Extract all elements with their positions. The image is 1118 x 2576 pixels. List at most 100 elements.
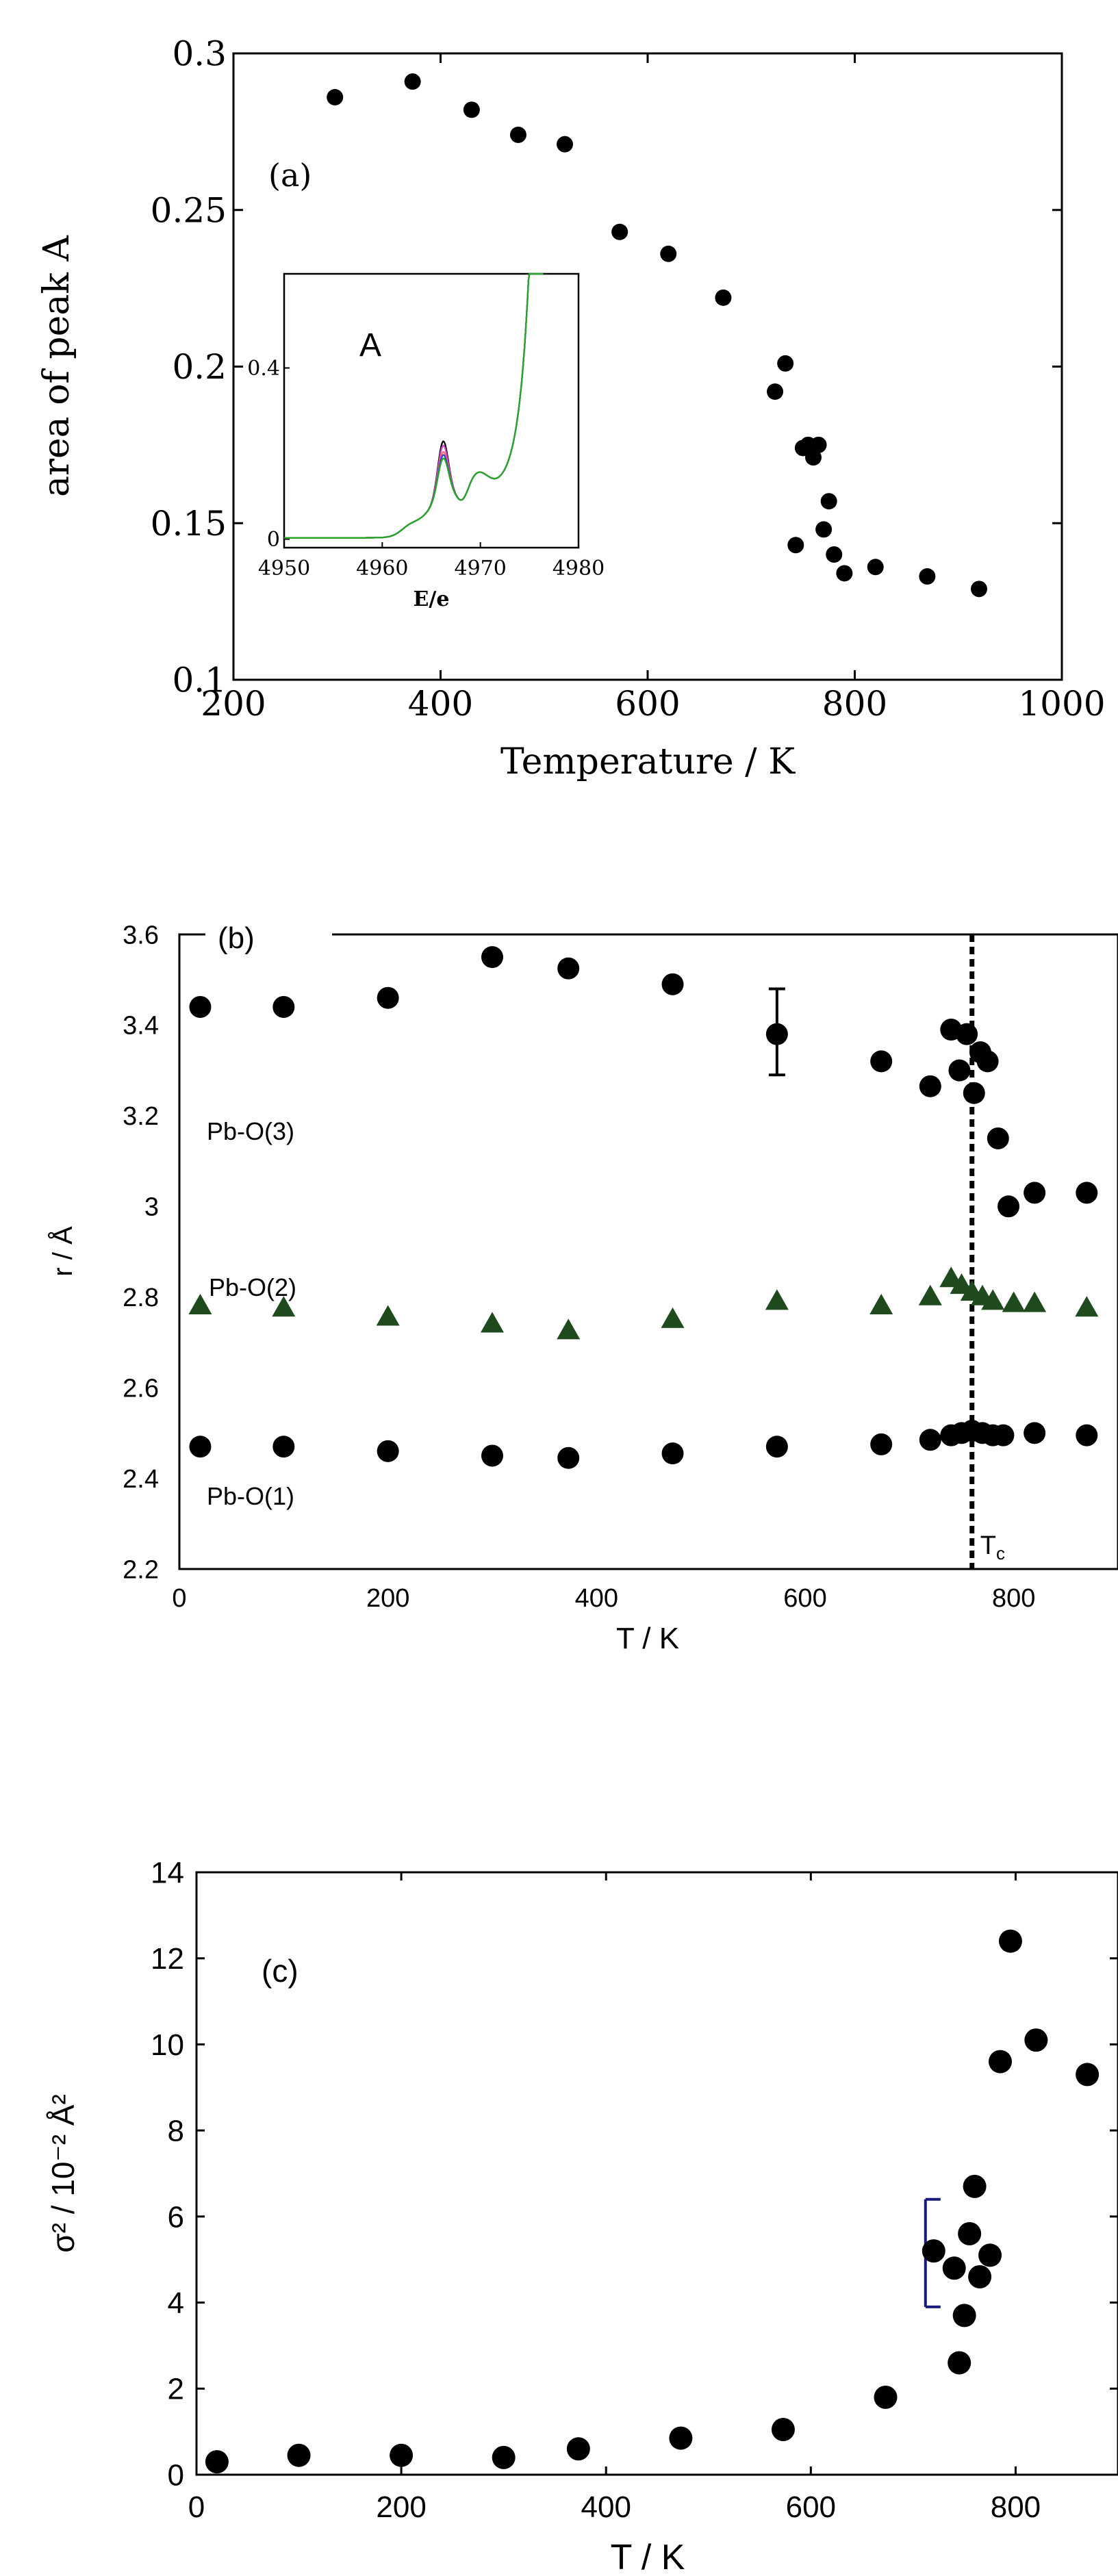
data-point [205, 2450, 229, 2474]
data-point [942, 2256, 966, 2280]
panel-a-label: (a) [268, 157, 312, 194]
data-point [287, 2443, 311, 2467]
y-tick-label: 6 [168, 2200, 184, 2234]
data-point [1076, 1182, 1098, 1204]
y-tick-label: 3.4 [123, 1012, 159, 1041]
x-tick-label: 4950 [258, 557, 310, 581]
x-tick-label: 1000 [1018, 684, 1105, 724]
panel-b: (b) r / Å T / K Pb-O(3) Pb-O(2) Pb-O(1) … [47, 921, 1118, 1655]
x-tick-label: 800 [991, 2490, 1041, 2524]
data-point [557, 1318, 581, 1340]
series-label-pb-o3: Pb-O(3) [207, 1117, 294, 1145]
y-tick-label: 3.6 [123, 921, 159, 949]
tc-label-main: T [980, 1531, 996, 1560]
data-point [715, 289, 732, 306]
data-point [981, 1289, 1005, 1310]
data-point [836, 565, 853, 582]
data-point [867, 559, 884, 576]
panel-c-frame [195, 1871, 1118, 2476]
data-point [377, 1440, 399, 1462]
y-tick-label: 12 [151, 1942, 184, 1976]
data-point [765, 1289, 789, 1310]
data-point [189, 995, 212, 1018]
data-point [377, 986, 399, 1009]
y-tick-label: 0.4 [247, 357, 280, 381]
series-label-pb-o1: Pb-O(1) [207, 1482, 294, 1510]
panel-b-frame [178, 933, 1118, 1570]
y-tick-label: 0 [168, 2458, 184, 2492]
inset-frame [283, 272, 580, 549]
data-point [952, 2304, 976, 2328]
data-point [992, 1424, 1015, 1446]
data-point [404, 73, 421, 90]
data-point [919, 568, 936, 585]
y-tick-label: 10 [151, 2028, 184, 2062]
y-tick-label: 3 [144, 1193, 159, 1222]
data-point [963, 2174, 987, 2198]
panel-b-label: (b) [218, 921, 255, 955]
panel-a-points [327, 73, 987, 598]
panel-b-points [188, 946, 1099, 1469]
data-point [765, 1436, 788, 1458]
x-tick-label: 0 [172, 1584, 186, 1613]
y-tick-label: 0.25 [151, 190, 227, 230]
x-tick-label: 400 [408, 684, 473, 724]
panel-a-inset: A E/e 4950 4960 4970 4980 0 0.4 [247, 272, 605, 611]
y-tick-label: 14 [151, 1856, 184, 1889]
data-point [1023, 1291, 1047, 1312]
panel-a-xlabel: Temperature / K [500, 741, 796, 782]
data-point [956, 1023, 978, 1045]
panel-b-ticks: 0 200 400 600 800 2.2 2.4 2.6 2.8 3 3.2 3.4 3.6 [123, 921, 1035, 1613]
data-point [327, 89, 344, 106]
panel-c-label: (c) [262, 1953, 298, 1989]
y-tick-label: 3.2 [123, 1102, 159, 1131]
series-label-pb-o2: Pb-O(2) [209, 1273, 296, 1301]
y-tick-label: 0.2 [172, 347, 227, 387]
y-tick-label: 0 [267, 528, 280, 552]
data-point [976, 1050, 999, 1073]
x-tick-label: 600 [615, 684, 680, 724]
data-point [777, 355, 794, 372]
x-tick-label: 0 [188, 2490, 205, 2524]
panel-c-ticks: 0 200 400 600 800 0 2 4 6 8 10 12 14 [151, 1856, 1118, 2524]
y-tick-label: 0.15 [151, 504, 227, 544]
data-point [1076, 2063, 1100, 2087]
data-point [557, 957, 580, 980]
data-point [557, 1446, 580, 1469]
x-tick-label: 200 [376, 2490, 426, 2524]
data-point [661, 973, 684, 995]
data-point [767, 383, 784, 400]
x-tick-label: 600 [783, 1584, 826, 1613]
data-point [810, 436, 827, 453]
data-point [669, 2426, 693, 2450]
y-tick-label: 2.6 [123, 1374, 159, 1403]
data-point [820, 493, 837, 510]
data-point [1002, 1291, 1026, 1312]
panel-c-ylabel: σ² / 10⁻² Å² [45, 2094, 81, 2253]
x-tick-label: 4980 [552, 557, 605, 581]
data-point [971, 581, 987, 598]
data-point [1075, 1296, 1099, 1317]
data-point [948, 1059, 971, 1082]
data-point [272, 1436, 295, 1458]
data-point [566, 2437, 590, 2461]
panel-c-points [205, 1929, 1100, 2474]
data-point [948, 2351, 971, 2375]
data-point [272, 995, 295, 1018]
data-point [492, 2445, 516, 2469]
data-point [958, 2222, 982, 2245]
data-point [390, 2443, 414, 2467]
panel-a: (a) area of peak A Temperature / K 200 40… [36, 34, 1106, 783]
data-point [963, 1082, 985, 1104]
inset-label: A [359, 327, 381, 364]
inset-curve [284, 272, 544, 539]
data-point [557, 136, 573, 153]
panel-b-xlabel: T / K [616, 1622, 679, 1655]
data-point [826, 546, 843, 563]
data-point [376, 1305, 400, 1326]
data-point [188, 1293, 212, 1314]
data-point [978, 2243, 1002, 2267]
data-point [481, 1312, 504, 1333]
inset-ticks: 4950 4960 4970 4980 0 0.4 [247, 357, 605, 581]
y-tick-label: 8 [168, 2115, 184, 2148]
